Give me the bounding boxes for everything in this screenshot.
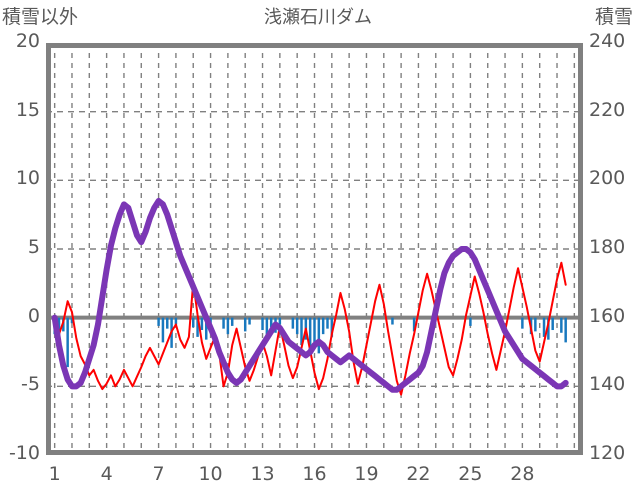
x-axis-tick: 4 [100,463,113,485]
x-axis-tick: 25 [458,463,483,485]
left-axis-tick: 10 [15,167,40,190]
right-axis-tick: 120 [589,442,626,464]
right-axis-tick: 140 [589,373,626,396]
x-axis-tick: 13 [250,463,275,485]
left-axis-title: 積雪以外 [2,6,79,28]
x-axis-tick: 1 [48,463,61,485]
right-axis-tick: 240 [589,30,626,52]
left-axis-tick: 5 [27,236,40,258]
left-axis-tick: 20 [15,30,40,52]
left-axis-tick: 0 [27,304,40,327]
x-axis-tick: 22 [406,463,431,485]
left-axis-tick: -10 [8,442,40,464]
right-axis-tick: 160 [589,304,626,327]
line-series-snowdepth [51,197,569,393]
chart-title: 浅瀬石川ダム [264,7,372,28]
right-axis-tick: 220 [589,98,626,121]
right-axis-tick: 200 [589,167,626,190]
left-axis-tick: -5 [21,373,40,396]
right-axis-tick: 180 [589,236,626,258]
x-axis-tick: 16 [302,463,327,485]
x-axis-tick: 10 [198,463,223,485]
gridlines [46,43,583,455]
right-axis-title: 積雪 [594,6,633,28]
x-axis-tick: 7 [152,463,165,485]
x-axis-tick: 28 [510,463,535,485]
plot-area [46,43,583,455]
left-axis-tick: 15 [15,98,40,121]
x-axis-tick: 19 [354,463,379,485]
